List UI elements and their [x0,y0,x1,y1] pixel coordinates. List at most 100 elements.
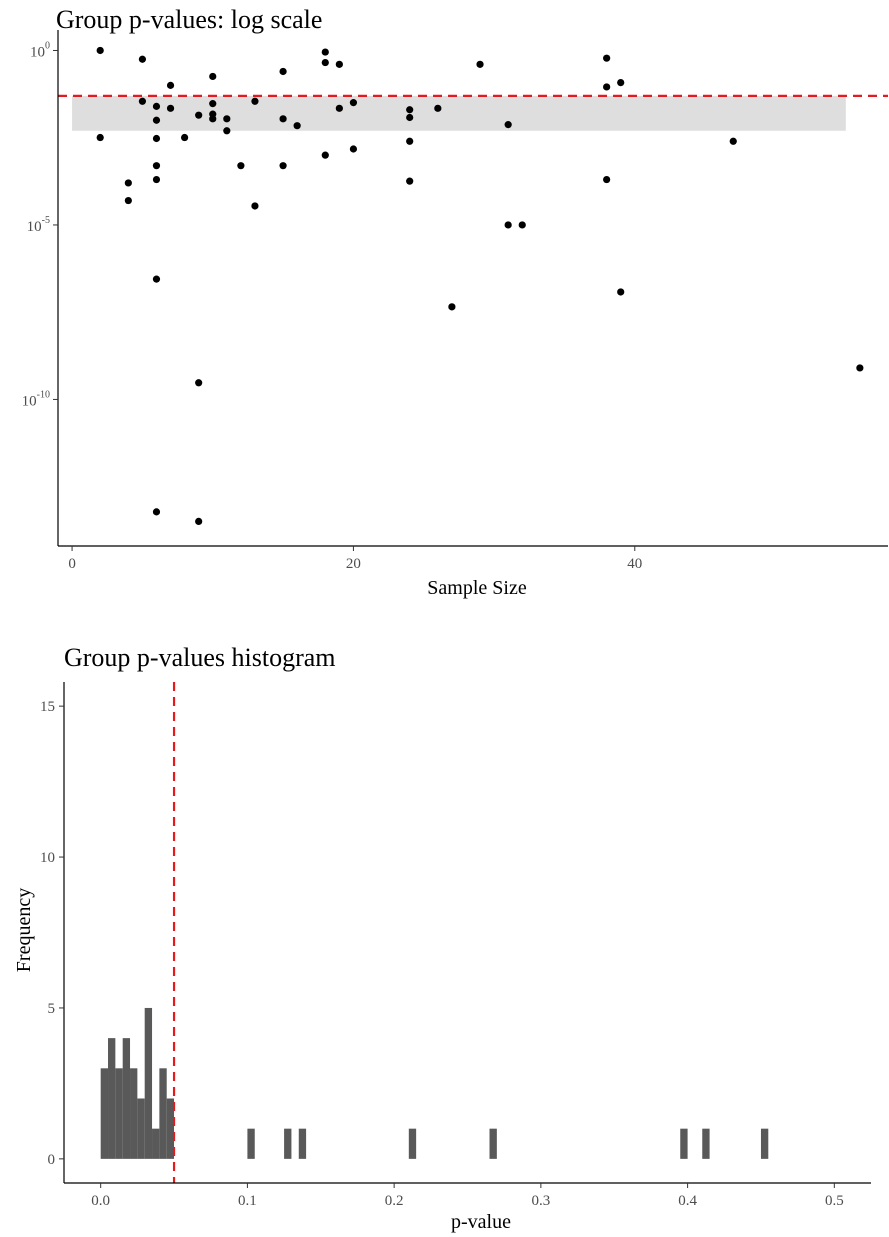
scatter-point [729,137,737,145]
scatter-point [293,122,301,130]
histogram-bar [100,1068,109,1159]
histogram-bar [489,1128,497,1159]
scatter-point [279,162,287,170]
scatter-point [448,303,456,311]
histogram-x-tick-label: 0.5 [825,1193,844,1209]
scatter-point [406,177,414,185]
scatter-point [195,379,203,387]
scatter-point [152,508,161,516]
histogram-x-tick-label: 0.1 [238,1193,257,1209]
scatter-point [195,517,203,525]
scatter-point [406,113,414,122]
scatter-point [181,133,189,142]
scatter-point [166,81,175,89]
scatter-y-tick-label: 10-5 [27,215,50,235]
histogram-y-tick-label: 15 [40,699,55,715]
scatter-point [617,79,625,87]
scatter-point [223,115,231,123]
scatter-point [321,151,329,159]
histogram-y-label: Frequency [13,888,35,972]
histogram-bars [100,1007,769,1159]
histogram-title: Group p-values histogram [64,643,336,672]
histogram-x-ticks: 0.0 0.1 0.2 0.3 0.4 0.5 [91,1183,844,1209]
scatter-point [138,55,147,63]
scatter-point [96,133,104,142]
histogram-y-ticks: 0 5 10 15 [40,699,64,1168]
scatter-x-tick-label: 40 [627,556,642,572]
histogram-y-tick-label: 5 [48,1001,56,1017]
histogram-bar [298,1128,307,1159]
histogram-x-label: p-value [451,1211,511,1233]
histogram-bar [166,1098,175,1159]
scatter-point [152,175,161,184]
scatter-point [251,97,259,105]
scatter-point [152,102,161,110]
scatter-point [209,115,217,123]
scatter-point [96,46,104,55]
scatter-y-ticks: 100 10-5 10-10 [22,40,58,409]
histogram-bar [702,1128,710,1159]
scatter-x-label: Sample Size [427,577,527,599]
scatter-chart: Group p-values: log scale 0 20 40 10010-51… [22,5,888,599]
scatter-point [349,99,358,107]
scatter-x-tick-label: 0 [68,556,76,572]
scatter-point [504,121,512,129]
histogram-chart: Group p-values histogram 0.0 0.1 0.2 0.3 0.4… [13,643,871,1233]
scatter-point [856,364,864,372]
scatter-point [321,58,329,67]
scatter-point [603,54,611,62]
scatter-point [349,145,358,153]
histogram-bar [108,1038,116,1159]
scatter-point [152,116,161,124]
histogram-y-tick-label: 0 [48,1152,56,1168]
histogram-bar [130,1068,138,1159]
scatter-point [406,106,414,114]
scatter-point [251,202,259,210]
scatter-point [406,137,414,145]
histogram-bar [144,1007,153,1159]
histogram-bar [122,1038,131,1159]
scatter-point [603,175,611,184]
scatter-y-tick-label: 10-10 [22,389,50,409]
histogram-bar [152,1128,160,1159]
scatter-point [504,221,512,229]
scatter-point [152,275,161,283]
scatter-point [209,72,217,81]
scatter-point [603,83,611,91]
scatter-x-tick-label: 20 [346,556,361,572]
scatter-point [223,127,231,135]
scatter-point [237,162,245,170]
scatter-point [152,162,161,170]
histogram-bar [284,1128,292,1159]
histogram-y-tick-label: 10 [40,850,55,866]
scatter-point [518,221,526,229]
scatter-point [209,100,217,108]
scatter-point [321,48,329,56]
scatter-point [152,134,161,143]
histogram-x-tick-label: 0.4 [678,1193,697,1209]
scatter-x-ticks: 0 20 40 [68,546,642,572]
histogram-bar [408,1128,417,1159]
scatter-point [279,67,287,76]
scatter-point [138,97,147,105]
scatter-points [96,46,864,525]
histogram-bar [680,1128,688,1159]
histogram-x-tick-label: 0.2 [385,1193,404,1209]
scatter-point [617,288,625,296]
scatter-point [195,111,203,119]
histogram-x-tick-label: 0.3 [531,1193,550,1209]
scatter-title: Group p-values: log scale [56,5,322,34]
histogram-bar [159,1068,167,1159]
scatter-point [434,104,442,112]
histogram-bar [115,1068,123,1159]
scatter-point [335,60,343,68]
scatter-point [335,104,343,112]
scatter-point [476,60,484,68]
scatter-y-tick-label: 100 [30,40,50,60]
scatter-point [124,196,132,205]
scatter-point [279,115,287,123]
histogram-x-tick-label: 0.0 [91,1193,110,1209]
scatter-point [166,104,175,112]
histogram-bar [137,1098,145,1159]
